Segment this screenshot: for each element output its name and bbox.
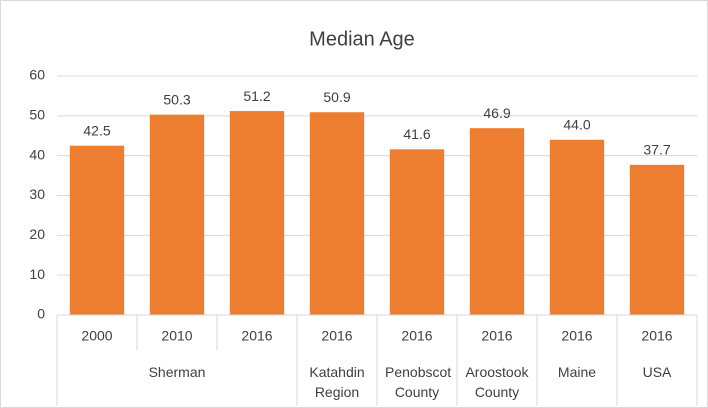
group-label: Aroostook County (465, 364, 529, 400)
chart-title: Median Age (309, 28, 415, 50)
x-tick-label: 2016 (401, 328, 432, 344)
bar (149, 114, 205, 315)
data-label: 41.6 (403, 126, 430, 142)
group-label: USA (642, 364, 672, 380)
y-tick-label: 60 (29, 67, 45, 83)
y-tick-label: 0 (37, 306, 45, 322)
bar (309, 112, 365, 315)
y-tick-label: 40 (29, 146, 45, 162)
x-tick-label: 2016 (321, 328, 352, 344)
bar (469, 128, 525, 315)
data-label: 50.3 (163, 91, 190, 107)
data-label: 51.2 (243, 88, 270, 104)
data-label: 50.9 (323, 89, 350, 105)
x-tick-label: 2016 (481, 328, 512, 344)
group-label: Katahdin Region (309, 364, 365, 400)
bar (229, 111, 285, 315)
data-label: 46.9 (483, 105, 510, 121)
bar (389, 149, 445, 315)
group-label: Sherman (148, 364, 206, 380)
x-tick-label: 2010 (161, 328, 192, 344)
bar (69, 145, 125, 315)
x-tick-label: 2016 (241, 328, 272, 344)
bar (549, 139, 605, 315)
data-label: 37.7 (643, 142, 670, 158)
group-label: Maine (557, 364, 597, 380)
bar (629, 164, 685, 315)
y-tick-label: 20 (29, 226, 45, 242)
x-tick-label: 2000 (81, 328, 112, 344)
data-label: 42.5 (83, 122, 110, 138)
data-label: 44.0 (563, 116, 590, 132)
y-tick-label: 50 (29, 107, 45, 123)
x-tick-label: 2016 (641, 328, 672, 344)
group-label: Penobscot County (385, 364, 452, 400)
y-tick-label: 10 (29, 266, 45, 282)
y-tick-label: 30 (29, 186, 45, 202)
x-tick-label: 2016 (561, 328, 592, 344)
